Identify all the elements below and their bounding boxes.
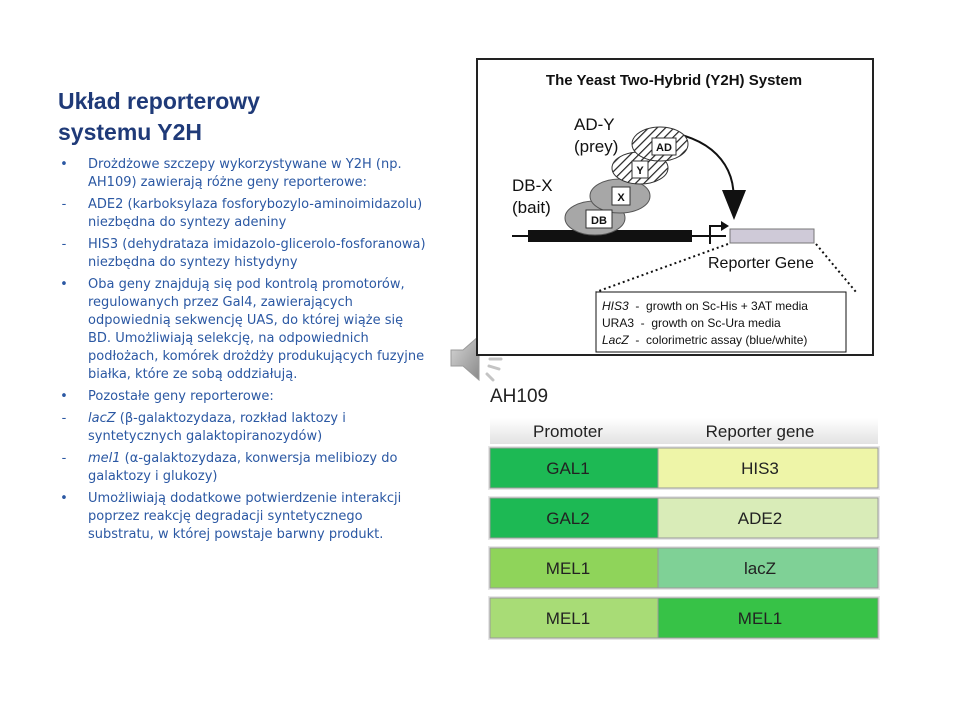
reporter-gene-name: MEL1 [738,609,782,628]
promoter-cell [489,497,659,539]
reporter-legend-box [595,291,847,353]
promoter-cell [489,447,659,489]
promoter-name: GAL2 [546,509,589,528]
bullet-marker: • [60,157,68,172]
legend-description: - colorimetric assay (blue/white) [629,333,808,347]
bullet-text: ADE2 (karboksylaza fosforybozylo-aminoim… [88,197,423,230]
bullet-text: Drożdżowe szczepy wykorzystywane w Y2H (… [88,157,402,190]
strain-name: AH109 [490,386,549,407]
bullet-marker: - [61,237,67,252]
activation-arrowhead [722,190,746,220]
diagram-title: The Yeast Two-Hybrid (Y2H) System [546,72,802,89]
bait-label-line-1: DB-X [512,176,553,195]
legend-line: URA3 - growth on Sc-Ura media [602,316,781,330]
slide-title: Układ reporterowy systemu Y2H [58,86,378,148]
bullet-item: - HIS3 (dehydrataza imidazolo-glicerolo-f… [58,236,430,272]
bullet-item: - ADE2 (karboksylaza fosforybozylo-aminoi… [58,196,430,232]
bullet-item: • Drożdżowe szczepy wykorzystywane w Y2H … [58,156,430,192]
uas-region [528,230,692,242]
bullet-text: Pozostałe geny reporterowe: [88,389,274,404]
reporter-cell [657,547,879,589]
bullet-list: • Drożdżowe szczepy wykorzystywane w Y2H … [58,156,430,548]
zoom-line-right [815,243,857,293]
promoter-name: MEL1 [546,559,590,578]
reporter-gene-table: Promoter Reporter gene GAL1 HIS3 GAL2 ADE2 M… [488,418,880,640]
x-domain-label: X [617,192,625,204]
legend-line: LacZ - colorimetric assay (blue/white) [602,333,807,347]
bullet-item: • Umożliwiają dodatkowe potwierdzenie int… [58,490,430,544]
table-header-band [490,418,878,444]
reporter-gene-bar [729,228,815,244]
bullet-marker: • [60,491,68,506]
bullet-gene-name: mel1 [88,451,121,466]
legend-gene: HIS3 [602,299,629,313]
slide-title-line-2: systemu Y2H [58,119,203,145]
bullet-text: HIS3 (dehydrataza imidazolo-glicerolo-fo… [88,237,426,270]
bullet-marker: • [60,277,68,292]
promoter-name: GAL1 [546,459,589,478]
slide-title-line-1: Układ reporterowy [58,88,260,114]
header-promoter: Promoter [533,422,603,441]
bullet-marker: - [61,451,67,466]
promoter-cell [489,597,659,639]
reporter-cell [657,447,879,489]
bullet-item: - lacZ (β-galaktozydaza, rozkład laktozy … [58,410,430,446]
bullet-item: • Oba geny znajdują się pod kontrolą prom… [58,276,430,384]
legend-line: HIS3 - growth on Sc-His + 3AT media [602,299,808,313]
zoom-line-left [595,243,729,293]
bait-label-line-2: (bait) [512,198,551,217]
y-domain-label: Y [636,165,644,177]
bullet-marker: - [61,411,67,426]
reporter-gene-label: Reporter Gene [708,255,814,272]
legend-gene: LacZ [602,333,629,347]
promoter-cell [489,547,659,589]
promoter-name: MEL1 [546,609,590,628]
ad-domain-label: AD [656,142,672,154]
legend-description: - growth on Sc-Ura media [634,316,781,330]
legend-gene: URA3 [602,316,634,330]
reporter-gene-name: ADE2 [738,509,782,528]
bullet-marker: • [60,389,68,404]
reporter-gene-name: HIS3 [741,459,779,478]
db-domain-label: DB [591,215,607,227]
header-reporter-gene: Reporter gene [706,422,815,441]
bullet-marker: - [61,197,67,212]
promoter-arrow [709,225,724,244]
reporter-gene-name: lacZ [744,559,776,578]
bullet-text: Oba geny znajdują się pod kontrolą promo… [88,277,425,382]
bullet-item: • Pozostałe geny reporterowe: [58,388,430,406]
promoter-arrowhead [721,221,729,231]
reporter-cell [657,497,879,539]
bullet-text: Umożliwiają dodatkowe potwierdzenie inte… [88,491,402,542]
prey-label-line-2: (prey) [574,137,618,156]
bullet-text: (α-galaktozydaza, konwersja melibiozy do… [88,451,398,484]
bullet-gene-name: lacZ [88,411,116,426]
prey-label-line-1: AD-Y [574,115,615,134]
bullet-text: (β-galaktozydaza, rozkład laktozy i synt… [88,411,346,444]
legend-description: - growth on Sc-His + 3AT media [629,299,809,313]
y2h-diagram: The Yeast Two-Hybrid (Y2H) System AD-Y (… [476,58,874,356]
reporter-cell [657,597,879,639]
bullet-item: - mel1 (α-galaktozydaza, konwersja melibi… [58,450,430,486]
